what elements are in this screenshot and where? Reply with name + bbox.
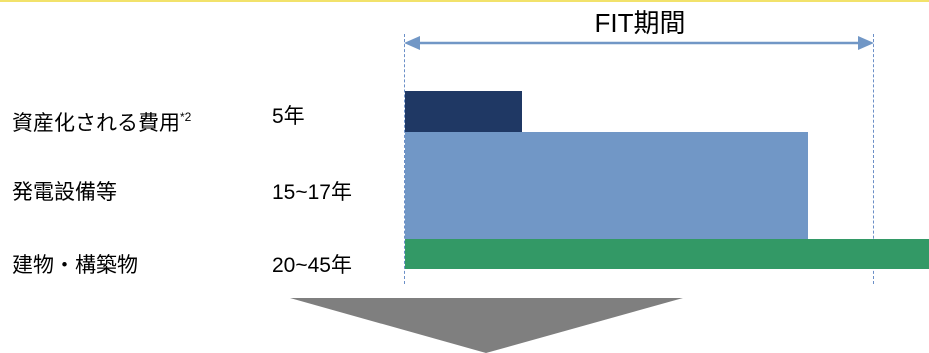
row-label-buildings: 建物・構築物 <box>12 254 138 277</box>
row-label-generation-equipment: 発電設備等 <box>12 181 117 204</box>
bar-asset-cost <box>405 91 522 132</box>
top-rule <box>0 0 929 2</box>
row-years-asset-cost: 5年 <box>272 105 305 128</box>
fit-start-line <box>404 34 405 284</box>
row-years-buildings: 20~45年 <box>272 254 352 277</box>
double-arrow-icon <box>404 36 874 50</box>
down-arrow-icon <box>290 298 683 353</box>
bar-buildings <box>405 239 929 269</box>
row-label-asset-cost: 資産化される費用*2 <box>12 110 192 135</box>
row-years-generation-equipment: 15~17年 <box>272 181 352 204</box>
fit-end-line <box>873 34 874 284</box>
footnote-marker: *2 <box>180 110 192 124</box>
bar-generation-equipment <box>405 132 808 239</box>
fit-period-label: FIT期間 <box>594 8 686 38</box>
